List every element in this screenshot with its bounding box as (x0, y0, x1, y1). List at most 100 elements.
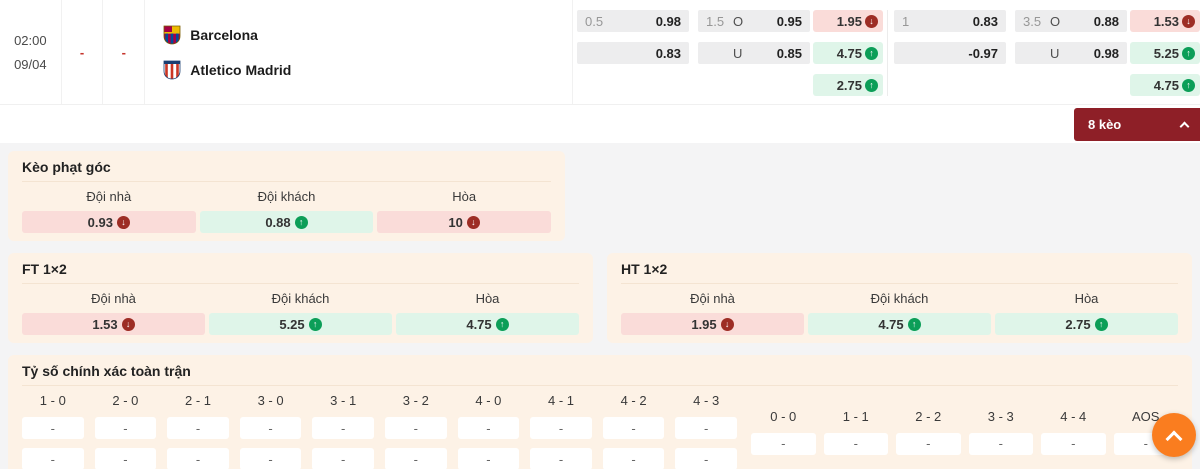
hdp2-home-odds: 0.83 (972, 13, 999, 29)
odds-group-2: 1 0.83 -0.97 3.5 O 0.88 U (894, 10, 1200, 96)
header-away-team: Đội khách (257, 189, 316, 204)
away-score: - (103, 0, 146, 104)
ou2-under-cell[interactable]: U 0.98 (1015, 42, 1128, 64)
score-odds-cell[interactable]: - (675, 417, 737, 439)
x12-2-draw-cell[interactable]: 4.75 (1130, 74, 1200, 96)
header-home-team: Đội nhà (86, 189, 132, 204)
score-odds-cell[interactable]: - (602, 417, 665, 439)
corner-away-odds-cell[interactable]: 0.88 (199, 211, 374, 233)
atletico-madrid-crest-icon (163, 60, 181, 80)
score-header-aos: AOS (1132, 408, 1160, 424)
ht-card-title: HT 1×2 (621, 261, 1178, 284)
score-odds-cell[interactable]: - (751, 432, 816, 455)
score-header-2-0: 2 - 0 (112, 393, 139, 408)
score-odds-cell[interactable]: - (94, 417, 157, 439)
ft-card-title: FT 1×2 (22, 261, 579, 284)
score-header-4-2: 4 - 2 (620, 393, 647, 408)
hdp2-away-cell[interactable]: -0.97 (894, 42, 1007, 64)
score-odds-cell[interactable]: - (457, 417, 520, 439)
score-odds-cell[interactable]: - (239, 448, 302, 469)
corner-away-odds: 0.88 (265, 214, 291, 230)
score-header-4-1: 4 - 1 (547, 393, 574, 408)
x12-1-away-cell[interactable]: 4.75 (813, 42, 884, 64)
x12-2-away-odds: 5.25 (1153, 45, 1180, 61)
score-odds-cell[interactable]: - (167, 417, 229, 439)
corner-headers: Đội nhà Đội khách Hòa (22, 189, 551, 204)
x12-1-home-cell[interactable]: 1.95 (813, 10, 884, 32)
corner-home-odds-cell[interactable]: 0.93 (22, 211, 196, 233)
score-header-2-2: 2 - 2 (915, 408, 942, 424)
hdp1-away-odds: 0.83 (655, 45, 682, 61)
ou1-under-odds: 0.85 (776, 45, 803, 61)
score-odds-cell[interactable]: - (384, 417, 447, 439)
ht-draw-odds-cell[interactable]: 2.75 (995, 313, 1178, 335)
score-odds-cell[interactable]: - (1041, 432, 1106, 455)
arrow-down-circle-icon (466, 215, 480, 229)
ou1-over-cell[interactable]: 1.5 O 0.95 (698, 10, 811, 32)
score-header-3-2: 3 - 2 (402, 393, 429, 408)
away-team[interactable]: Atletico Madrid (163, 60, 572, 80)
ft-values: 1.53 5.25 4.75 (22, 313, 579, 335)
ht-away-odds-cell[interactable]: 4.75 (808, 313, 991, 335)
kickoff-date: 09/04 (14, 56, 47, 72)
score-odds-cell[interactable]: - (675, 448, 737, 469)
header-draw: Hòa (452, 189, 477, 204)
under-label: U (1050, 45, 1060, 61)
score-header-4-4: 4 - 4 (1060, 408, 1087, 424)
ou2-over-cell[interactable]: 3.5 O 0.88 (1015, 10, 1128, 32)
match-row[interactable]: 02:00 09/04 - - (0, 0, 1200, 105)
ou1-line: 1.5 (706, 13, 725, 29)
markets-content: Kèo phạt góc Đội nhà Đội khách Hòa 0.93 … (0, 143, 1200, 469)
scroll-to-top-button[interactable] (1152, 413, 1196, 457)
score-odds-cell[interactable]: - (602, 448, 665, 469)
odds-count-bar[interactable]: 8 kèo (1074, 107, 1200, 141)
x12-2-home-cell[interactable]: 1.53 (1130, 10, 1200, 32)
score-odds-cell[interactable]: - (384, 448, 447, 469)
ht-1x2-card: HT 1×2 Đội nhà Đội khách Hòa 1.95 4.75 (607, 253, 1192, 343)
away-team-name: Atletico Madrid (190, 61, 292, 78)
hdp2-home-cell[interactable]: 1 0.83 (894, 10, 1007, 32)
header-away-team: Đội khách (271, 291, 330, 306)
arrow-down-circle-icon (865, 14, 879, 28)
arrow-down-circle-icon (720, 317, 734, 331)
score-odds-cell[interactable]: - (530, 448, 592, 469)
score-odds-cell[interactable]: - (896, 432, 961, 455)
arrow-down-circle-icon (116, 215, 130, 229)
x12-2-away-cell[interactable]: 5.25 (1130, 42, 1200, 64)
ft-home-odds-cell[interactable]: 1.53 (22, 313, 205, 335)
hdp1-away-cell[interactable]: 0.83 (577, 42, 690, 64)
score-odds-cell[interactable]: - (167, 448, 229, 469)
corner-draw-odds-cell[interactable]: 10 (377, 211, 551, 233)
score-odds-cell[interactable]: - (457, 448, 520, 469)
score-odds-cell[interactable]: - (823, 432, 888, 455)
score-header-1-1: 1 - 1 (842, 408, 869, 424)
score-odds-cell[interactable]: - (312, 448, 374, 469)
x12-1-draw-odds: 2.75 (836, 77, 863, 93)
score-odds-cell[interactable]: - (239, 417, 302, 439)
hdp2-away-odds: -0.97 (968, 45, 999, 61)
score-odds-cell[interactable]: - (22, 448, 84, 469)
over-label: O (1050, 13, 1061, 29)
score-odds-cell[interactable]: - (312, 417, 374, 439)
ht-home-odds: 1.95 (691, 316, 717, 332)
ou2-over-odds: 0.88 (1093, 13, 1120, 29)
ft-draw-odds-cell[interactable]: 4.75 (396, 313, 579, 335)
score-odds-cell[interactable]: - (94, 448, 157, 469)
home-score: - (62, 0, 104, 104)
score-odds-cell[interactable]: - (530, 417, 592, 439)
ft-headers: Đội nhà Đội khách Hòa (22, 291, 579, 306)
handicap-column-1: 0.5 0.98 0.83 (577, 10, 690, 96)
x12-1-home-odds: 1.95 (836, 13, 863, 29)
x12-1-draw-cell[interactable]: 2.75 (813, 74, 884, 96)
score-odds-cell[interactable]: - (22, 417, 84, 439)
ht-home-odds-cell[interactable]: 1.95 (621, 313, 804, 335)
hdp1-home-cell[interactable]: 0.5 0.98 (577, 10, 690, 32)
ft-home-odds: 1.53 (92, 316, 118, 332)
ft-away-odds-cell[interactable]: 5.25 (209, 313, 392, 335)
score-odds-cell[interactable]: - (968, 432, 1033, 455)
score-header-2-1: 2 - 1 (184, 393, 211, 408)
home-team[interactable]: Barcelona (163, 25, 572, 45)
barcelona-crest-icon (163, 25, 181, 45)
ou1-under-cell[interactable]: U 0.85 (698, 42, 811, 64)
header-draw: Hòa (1074, 291, 1099, 306)
